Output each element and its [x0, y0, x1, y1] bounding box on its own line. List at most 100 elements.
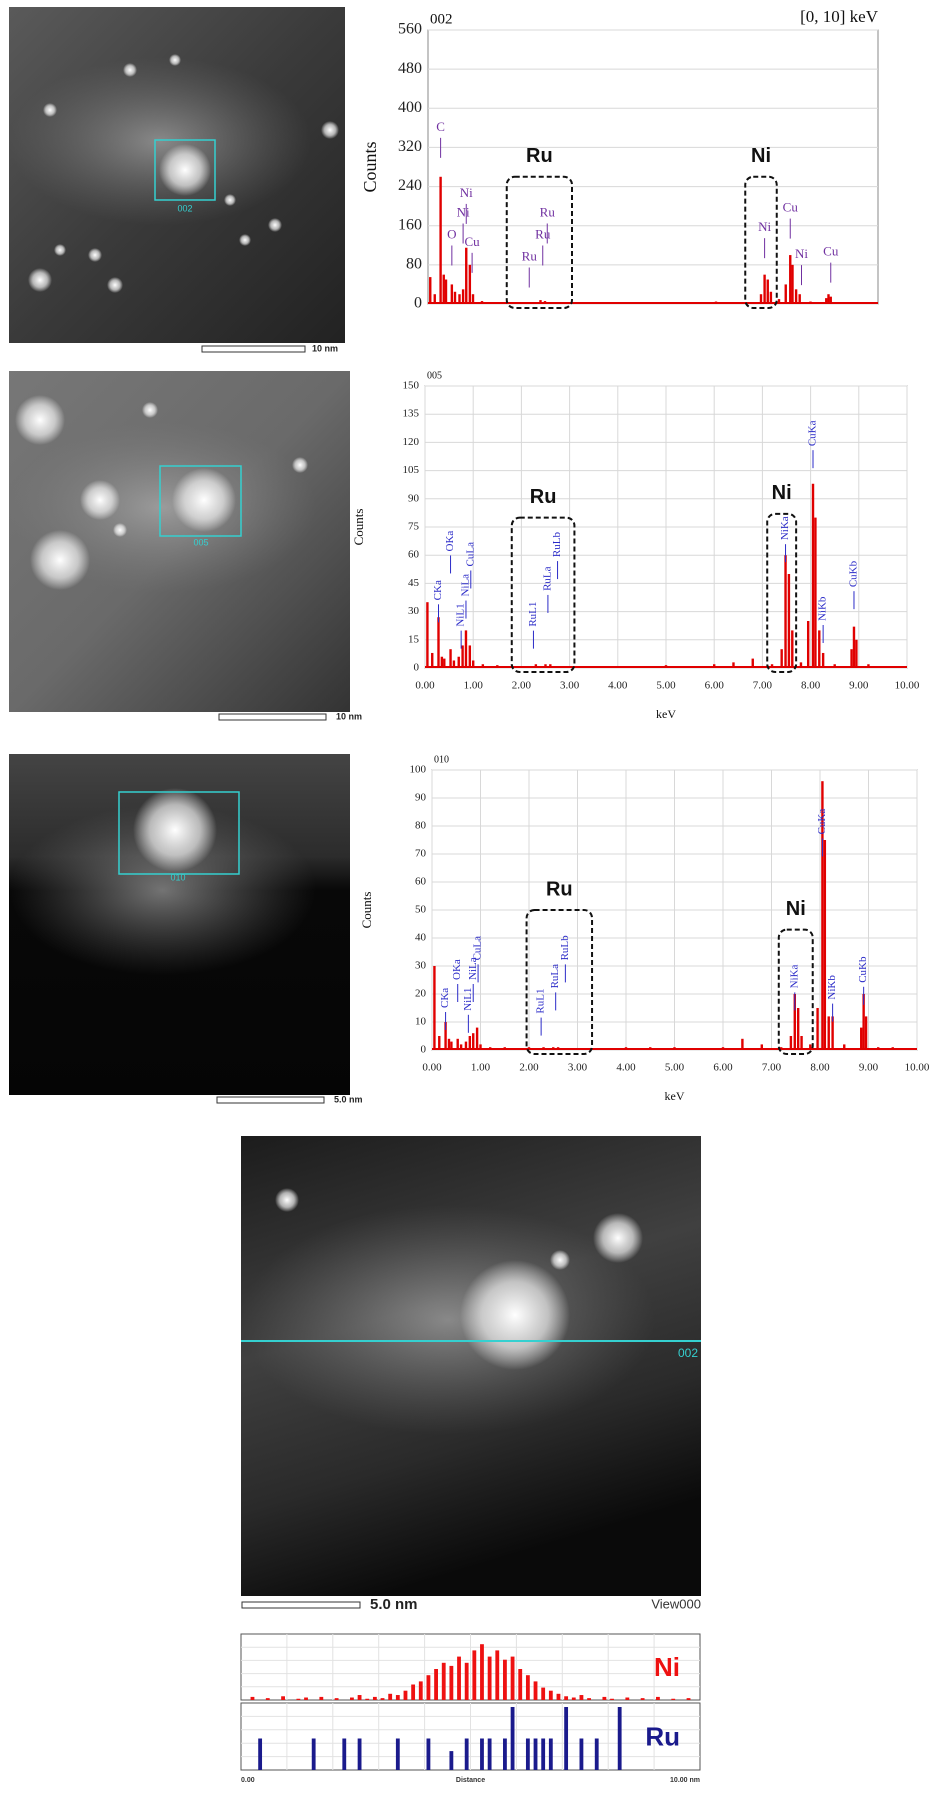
y-tick-label: 80 — [406, 256, 422, 273]
spectrum-bar — [450, 1041, 453, 1050]
spectrum-bar — [831, 1016, 834, 1050]
profile-bar — [304, 1697, 308, 1700]
spectrum-bar — [798, 294, 801, 304]
profile-bar — [258, 1738, 263, 1770]
spectrum-bar — [456, 1038, 459, 1050]
spectrum-bar — [471, 294, 475, 304]
y-tick-label: 75 — [408, 521, 420, 533]
profile-bar — [518, 1669, 523, 1700]
y-axis-label: Counts — [359, 892, 374, 929]
scale-bar — [201, 345, 306, 353]
peak-label: OKa — [451, 959, 463, 980]
spectrum-bar — [789, 255, 792, 304]
particle — [593, 1213, 643, 1263]
x-axis-label: Distance — [456, 1777, 485, 1784]
peak-label: O — [447, 226, 456, 241]
highlight-box — [744, 175, 778, 309]
peak-label: CuKb — [857, 956, 869, 983]
spectrum-bar — [464, 1041, 468, 1050]
profile-bar — [395, 1695, 400, 1700]
y-tick-label: 90 — [415, 792, 427, 804]
profile-bar — [350, 1697, 354, 1700]
x-tick-label: 9.00 — [849, 680, 869, 692]
profile-bar — [556, 1693, 561, 1700]
x-tick-label: 9.00 — [859, 1062, 879, 1074]
spectrum-bar — [823, 840, 827, 1050]
chart-subtitle: [0, 10] keV — [800, 7, 879, 26]
x-tick-label: 5.00 — [665, 1062, 685, 1074]
particle — [275, 1188, 299, 1212]
spectrum-bar — [829, 296, 832, 304]
particle — [54, 244, 66, 256]
profile-bar — [365, 1698, 370, 1700]
peak-label: C — [436, 119, 445, 134]
peak-label: CuLa — [472, 936, 484, 961]
x-tick-label: 2.00 — [512, 680, 532, 692]
spectrum-bar — [784, 284, 787, 304]
x-tick-label: 8.00 — [810, 1062, 830, 1074]
peak-label: Ru — [540, 204, 556, 219]
roi-box — [159, 465, 242, 537]
spectrum-bar — [468, 1036, 472, 1050]
particle — [123, 63, 137, 77]
y-tick-label: 0 — [414, 662, 420, 674]
particle — [169, 54, 181, 66]
x-tick-label: 6.00 — [705, 680, 725, 692]
spectrum-bar — [453, 291, 457, 304]
particle — [80, 480, 120, 520]
spectrum-bar — [827, 294, 830, 304]
profile-bar — [265, 1698, 270, 1700]
particle — [550, 1250, 570, 1270]
spectrum-bar — [806, 621, 810, 668]
profile-bar — [503, 1738, 507, 1770]
spectrum-bar — [850, 649, 853, 668]
spectrum-bar — [791, 264, 794, 304]
particle — [224, 194, 236, 206]
roi-label: 002 — [177, 203, 192, 213]
highlight-label: Ru — [526, 145, 553, 167]
y-tick-label: 15 — [408, 633, 420, 645]
peak-label: NiLa — [460, 574, 472, 597]
x-tick-label: 1.00 — [471, 1062, 491, 1074]
particle — [292, 457, 308, 473]
profile-bar — [480, 1644, 484, 1700]
profile-bar — [464, 1738, 469, 1770]
particle — [172, 468, 236, 532]
y-tick-label: 40 — [415, 932, 427, 944]
y-tick-label: 135 — [403, 408, 420, 420]
profile-bar — [548, 1690, 553, 1700]
peak-label: Cu — [823, 244, 839, 259]
particle — [268, 218, 282, 232]
spectrum-bar — [450, 284, 454, 304]
spectrum-bar — [426, 602, 429, 668]
spectrum-bar — [759, 294, 763, 304]
x-tick-label: 10.00 nm — [670, 1777, 700, 1784]
roi-box — [118, 791, 240, 875]
series-label: Ni — [654, 1652, 680, 1682]
y-tick-label: 240 — [398, 177, 422, 194]
y-tick-label: 100 — [410, 764, 427, 776]
x-tick-label: 7.00 — [762, 1062, 782, 1074]
profile-bar — [587, 1698, 591, 1700]
y-tick-label: 150 — [403, 380, 420, 392]
profile-bar — [281, 1696, 285, 1700]
plot-area — [427, 29, 879, 305]
x-tick-label: 10.00 — [905, 1062, 930, 1074]
particle — [159, 144, 211, 196]
particle — [113, 523, 127, 537]
x-tick-label: 0.00 — [422, 1062, 442, 1074]
y-tick-label: 10 — [415, 1016, 427, 1028]
spectrum-bar — [814, 517, 817, 668]
spectrum-bar — [444, 1022, 447, 1050]
peak-label: NiLa — [467, 957, 479, 980]
y-tick-label: 50 — [415, 904, 427, 916]
peak-label: Ru — [535, 226, 551, 241]
peak-label: Ni — [457, 204, 470, 219]
profile-bar — [571, 1697, 576, 1700]
spectrum-bar — [809, 1044, 812, 1050]
peak-label: Ni — [795, 246, 808, 261]
peak-label: RuLa — [541, 566, 553, 591]
y-tick-label: 30 — [415, 960, 427, 972]
